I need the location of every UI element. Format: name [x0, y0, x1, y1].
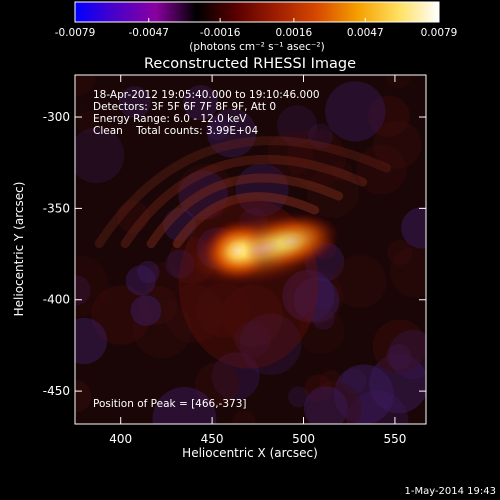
noise-blob	[75, 379, 92, 413]
noise-blob	[232, 410, 256, 424]
noise-blob	[388, 329, 426, 380]
colorbar-tick-label: -0.0016	[200, 27, 241, 39]
y-tick-label: -300	[43, 110, 70, 124]
flare-sources	[185, 210, 341, 287]
colorbar-tick-label: 0.0016	[275, 27, 312, 39]
noise-blob	[183, 85, 219, 121]
colorbar-ticks: -0.0079 -0.0047 -0.0016 0.0016 0.0047 0.0079	[55, 18, 458, 39]
noise-blob	[206, 116, 230, 141]
info-line-counts: Clean Total counts: 3.99E+04	[93, 125, 258, 137]
colorbar	[74, 1, 440, 23]
peak-position-text: Position of Peak = [466,-373]	[93, 398, 247, 410]
noise-blob	[308, 123, 334, 149]
noise-blob	[288, 386, 310, 408]
noise-blob	[331, 160, 353, 182]
noise-blob	[401, 207, 426, 249]
x-tick-label: 450	[201, 432, 224, 446]
background-noise	[75, 75, 426, 424]
noise-blob	[267, 130, 314, 177]
noise-blob	[390, 247, 426, 298]
noise-blob	[75, 127, 125, 184]
noise-blob	[304, 374, 332, 403]
noise-blob	[76, 110, 100, 135]
noise-blob	[306, 165, 359, 218]
y-tick-label: -400	[43, 293, 70, 307]
noise-blob	[373, 120, 422, 169]
noise-blob	[282, 269, 335, 322]
noise-blob	[325, 81, 386, 142]
noise-blob	[125, 265, 156, 296]
plot-frame	[74, 74, 427, 425]
noise-blob	[75, 317, 108, 365]
x-tick-label: 400	[109, 432, 132, 446]
noise-blob	[356, 144, 407, 195]
noise-blob	[221, 284, 283, 347]
x-tick-label: 550	[383, 432, 406, 446]
noise-blob	[239, 313, 302, 376]
noise-blob	[333, 364, 394, 424]
noise-blob	[385, 75, 412, 89]
noise-blob	[333, 254, 387, 308]
flare-source	[185, 210, 341, 287]
sidelobe-arc	[120, 154, 368, 249]
noise-blob	[196, 283, 251, 338]
noise-blob	[211, 352, 260, 401]
colorbar-tick-label: -0.0079	[55, 27, 96, 39]
noise-blob	[372, 319, 426, 374]
noise-blob	[116, 200, 150, 233]
noise-blob	[164, 284, 223, 343]
noise-blob	[75, 255, 110, 317]
noise-blob	[75, 275, 91, 306]
noise-blob	[130, 295, 162, 326]
y-tick-label: -450	[43, 384, 70, 398]
noise-blob	[207, 108, 257, 158]
x-axis-label: Heliocentric X (arcsec)	[182, 446, 318, 460]
x-tick-label: 500	[292, 432, 315, 446]
info-line-detectors: Detectors: 3F 5F 6F 7F 8F 9F, Att 0	[93, 101, 276, 113]
noise-blob	[118, 86, 151, 119]
noise-blob	[276, 105, 318, 146]
noise-blob	[234, 321, 271, 358]
sidelobe-arc	[94, 136, 392, 249]
sidelobe-arc	[146, 173, 344, 249]
info-line-time: 18-Apr-2012 19:05:40.000 to 19:10:46.000	[93, 89, 320, 101]
info-text: 18-Apr-2012 19:05:40.000 to 19:10:46.000…	[93, 89, 320, 410]
noise-blob	[298, 307, 345, 355]
heatmap-area	[75, 75, 426, 424]
noise-blob	[368, 95, 410, 138]
axis-ticks: 400 450 500 550 -300 -350 -400 -450	[43, 75, 426, 446]
noise-blob	[286, 128, 346, 188]
colorbar-tick-label: 0.0079	[421, 27, 458, 39]
noise-blob	[387, 239, 413, 266]
colorbar-tick-label: 0.0047	[347, 27, 384, 39]
y-tick-label: -350	[43, 201, 70, 215]
info-line-energy: Energy Range: 6.0 - 12.0 keV	[93, 113, 247, 125]
chart-title: Reconstructed RHESSI Image	[144, 56, 356, 72]
noise-blob	[152, 387, 217, 424]
y-axis-label: Heliocentric Y (arcsec)	[12, 182, 26, 317]
noise-blob	[75, 75, 96, 97]
colorbar-unit-label: (photons cm⁻² s⁻¹ asec⁻²)	[189, 41, 324, 53]
noise-blob	[235, 163, 289, 217]
sidelobe-arc	[172, 192, 320, 249]
noise-blob	[145, 262, 181, 298]
colorbar-tick-label: -0.0047	[128, 27, 169, 39]
noise-blob	[303, 386, 348, 424]
footer-date: 1-May-2014 19:43	[404, 486, 496, 497]
